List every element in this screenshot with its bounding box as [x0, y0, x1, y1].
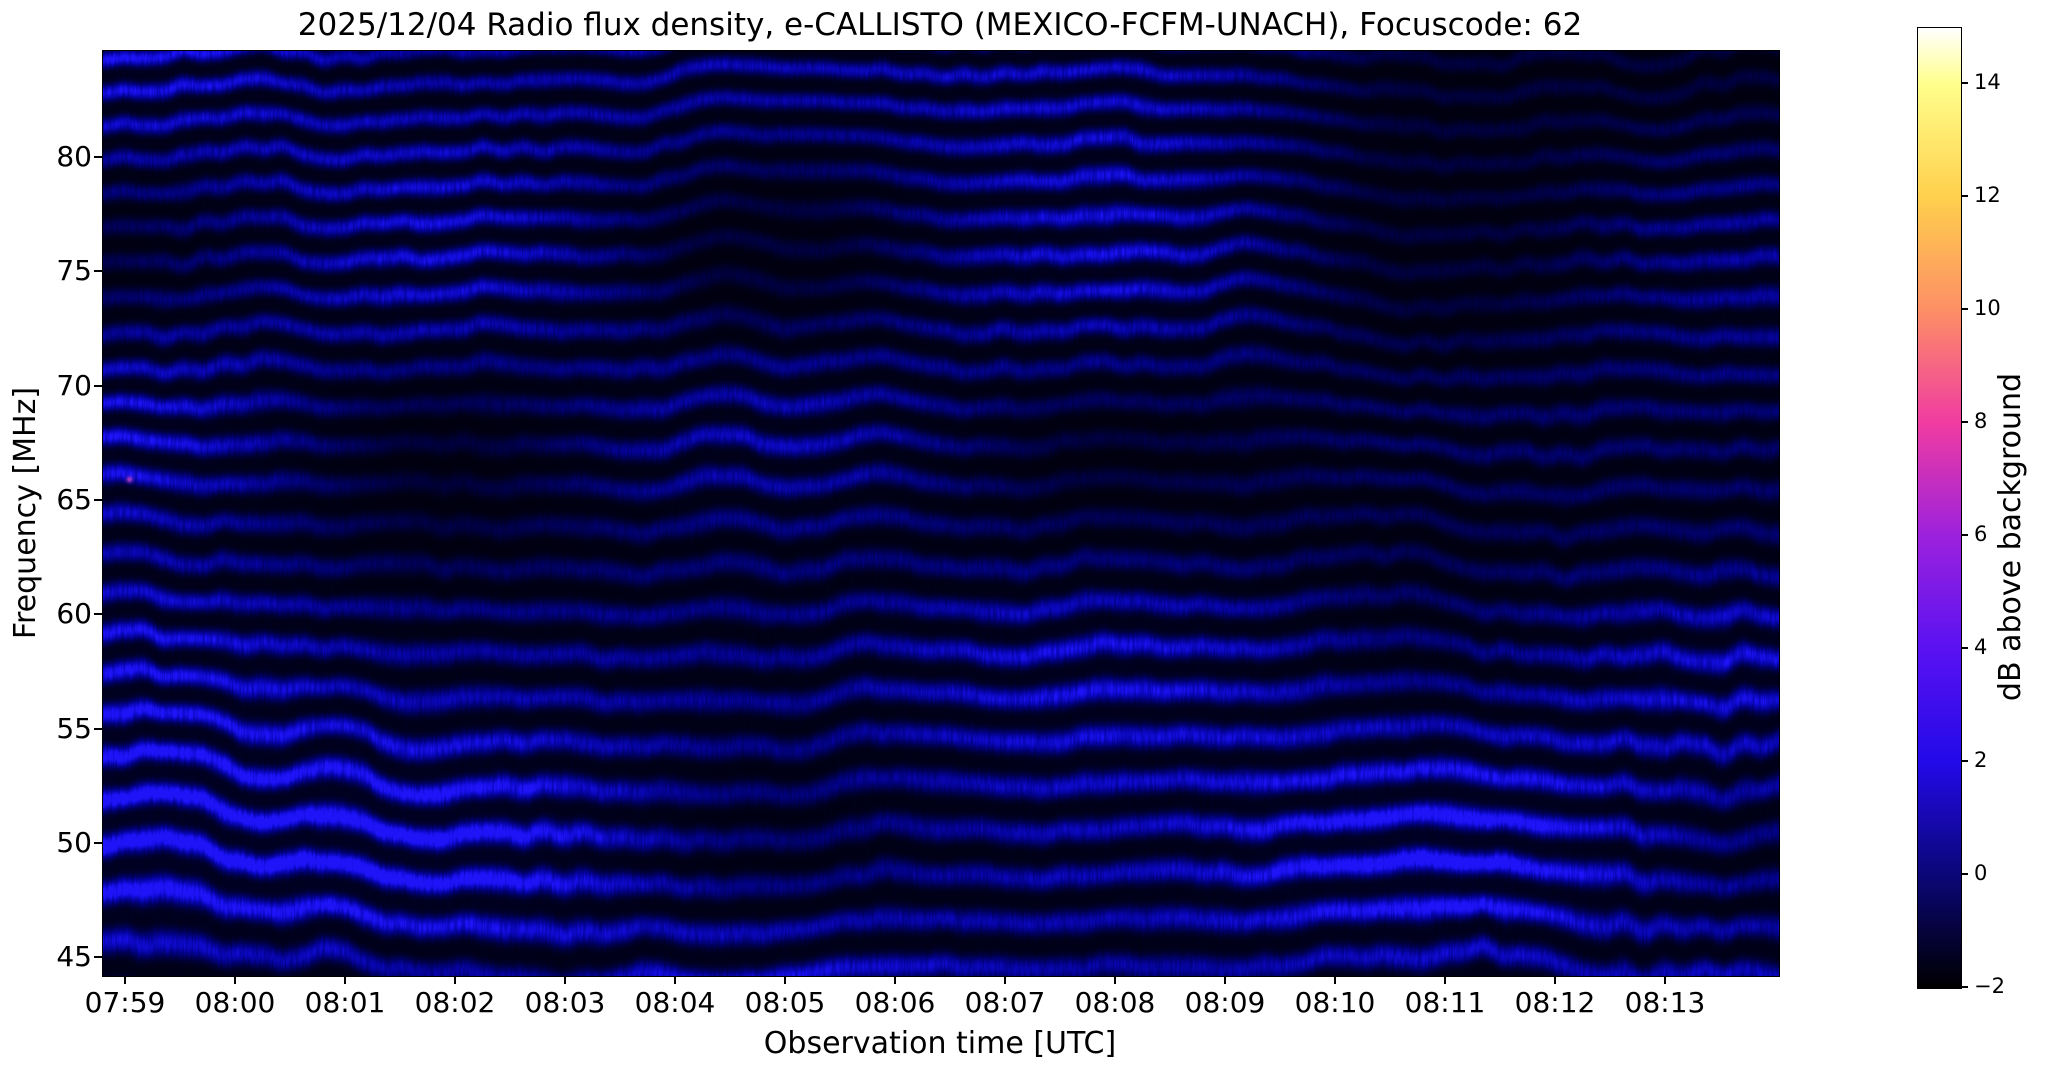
y-tick-label: 70 — [56, 368, 92, 402]
colorbar-tick-label: 2 — [1974, 748, 1988, 773]
x-tick-mark — [1554, 976, 1556, 984]
colorbar-tick-mark — [1961, 986, 1968, 988]
y-tick-label: 55 — [56, 711, 92, 745]
x-tick-label: 08:02 — [414, 986, 496, 1019]
x-tick-mark — [1664, 976, 1666, 984]
y-tick-mark — [94, 498, 102, 501]
x-tick-label: 08:08 — [1074, 986, 1156, 1019]
colorbar-tick-label: 8 — [1974, 409, 1988, 434]
x-tick-label: 08:06 — [854, 986, 936, 1019]
y-tick-mark — [94, 613, 102, 616]
colorbar-tick-mark — [1961, 421, 1968, 424]
y-tick-label: 50 — [56, 825, 92, 859]
colorbar-tick-mark — [1961, 760, 1968, 763]
colorbar-tick-mark — [1961, 647, 1968, 650]
y-tick-label: 60 — [56, 597, 92, 631]
y-tick-mark — [94, 727, 102, 730]
colorbar-gradient — [1917, 27, 1962, 989]
x-tick-label: 08:05 — [744, 986, 826, 1019]
x-tick-mark — [344, 976, 346, 984]
colorbar-tick-label: 0 — [1974, 861, 1988, 886]
x-tick-mark — [454, 976, 456, 984]
colorbar-tick-mark — [1961, 873, 1968, 876]
x-tick-label: 08:12 — [1514, 986, 1596, 1019]
x-tick-label: 08:11 — [1404, 986, 1486, 1019]
y-tick-label: 75 — [56, 254, 92, 288]
x-tick-label: 08:03 — [524, 986, 606, 1019]
y-tick-label: 80 — [56, 140, 92, 174]
y-tick-mark — [94, 384, 102, 387]
y-tick-mark — [94, 841, 102, 844]
x-tick-mark — [234, 976, 236, 984]
x-tick-mark — [1004, 976, 1006, 984]
y-tick-label: 65 — [56, 482, 92, 516]
spectrogram-image — [102, 50, 1780, 977]
colorbar-tick-label: 14 — [1974, 70, 2001, 95]
x-tick-label: 08:09 — [1184, 986, 1266, 1019]
x-tick-mark — [1224, 976, 1226, 984]
y-tick-mark — [94, 156, 102, 159]
colorbar-tick-label: −2 — [1974, 974, 2005, 998]
x-tick-label: 08:07 — [964, 986, 1046, 1019]
colorbar-tick-label: 12 — [1974, 183, 2001, 208]
x-tick-mark — [564, 976, 566, 984]
y-tick-label: 45 — [56, 940, 92, 974]
colorbar-tick-label: 10 — [1974, 296, 2001, 321]
colorbar-tick-mark — [1961, 534, 1968, 537]
x-tick-label: 08:01 — [304, 986, 386, 1019]
x-tick-label: 08:13 — [1624, 986, 1706, 1019]
x-tick-label: 07:59 — [84, 986, 166, 1019]
colorbar-tick-label: 4 — [1974, 635, 1988, 660]
x-tick-mark — [784, 976, 786, 984]
x-tick-mark — [124, 976, 126, 984]
colorbar-tick-label: 6 — [1974, 522, 1988, 547]
x-tick-mark — [674, 976, 676, 984]
x-tick-label: 08:04 — [634, 986, 716, 1019]
colorbar-tick-mark — [1961, 308, 1968, 311]
x-tick-mark — [1444, 976, 1446, 984]
chart-title: 2025/12/04 Radio flux density, e-CALLIST… — [297, 7, 1583, 43]
x-tick-mark — [894, 976, 896, 984]
x-axis-label: Observation time [UTC] — [763, 1026, 1117, 1061]
colorbar-tick-mark — [1961, 82, 1968, 85]
x-tick-mark — [1334, 976, 1336, 984]
x-tick-mark — [1114, 976, 1116, 984]
x-tick-label: 08:00 — [194, 986, 276, 1019]
y-tick-mark — [94, 956, 102, 959]
y-tick-mark — [94, 270, 102, 273]
colorbar-tick-mark — [1961, 195, 1968, 198]
x-tick-label: 08:10 — [1294, 986, 1376, 1019]
